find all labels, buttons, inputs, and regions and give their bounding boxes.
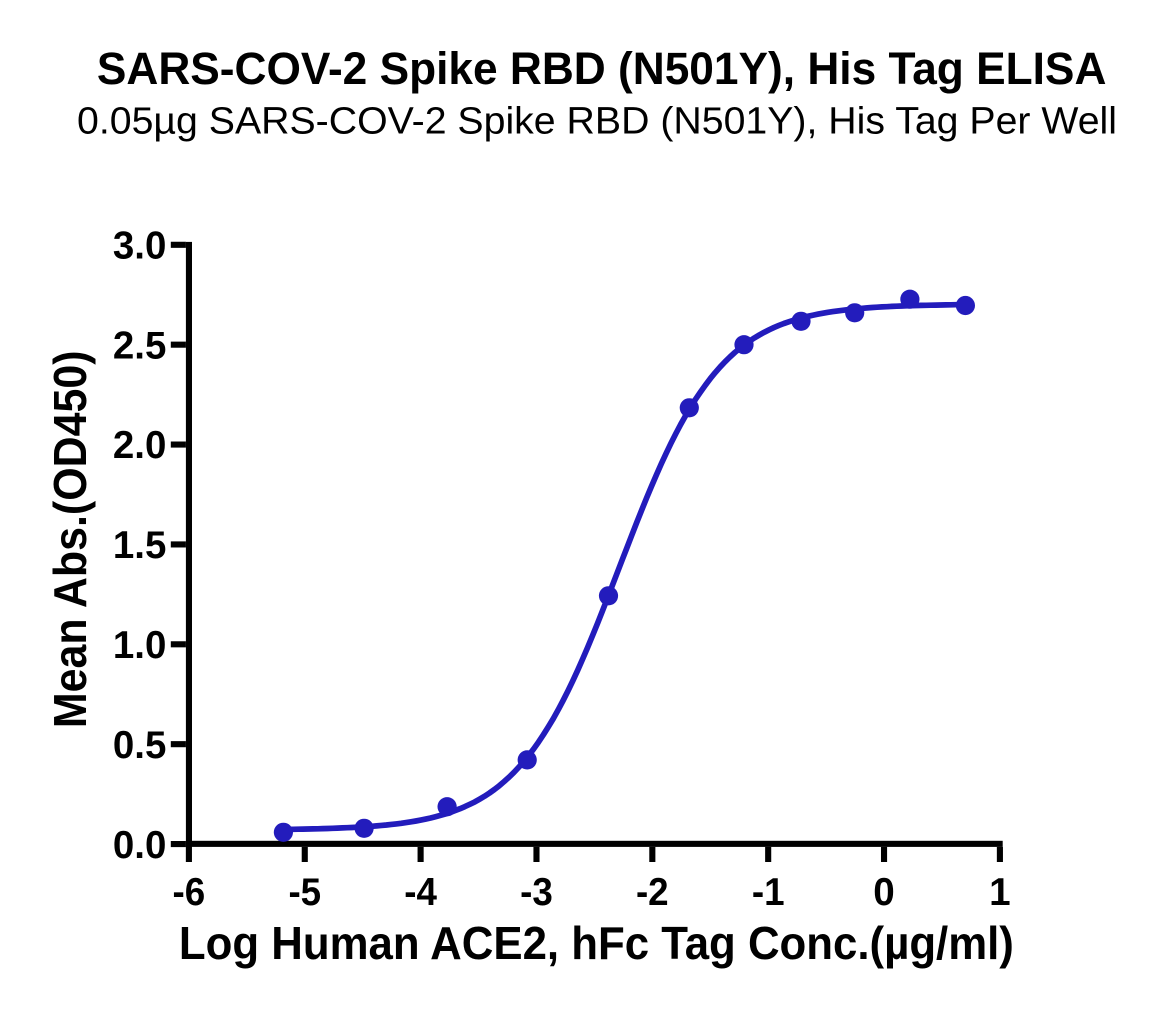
svg-text:-2: -2 xyxy=(636,870,669,914)
svg-text:-1: -1 xyxy=(752,870,785,914)
svg-text:1.5: 1.5 xyxy=(113,523,167,567)
svg-text:0: 0 xyxy=(873,870,895,914)
svg-text:2.0: 2.0 xyxy=(113,423,167,467)
svg-text:1.0: 1.0 xyxy=(113,623,167,667)
svg-text:-5: -5 xyxy=(288,870,321,914)
svg-text:SARS-COV-2 Spike RBD (N501Y),: SARS-COV-2 Spike RBD (N501Y), His Tag EL… xyxy=(97,43,1107,94)
svg-text:Log Human ACE2, hFc Tag Conc.(: Log Human ACE2, hFc Tag Conc.(µg/ml) xyxy=(179,917,1014,969)
svg-text:-4: -4 xyxy=(404,870,437,914)
svg-text:2.5: 2.5 xyxy=(113,323,167,367)
svg-text:Mean Abs.(OD450): Mean Abs.(OD450) xyxy=(44,351,96,729)
svg-text:0.5: 0.5 xyxy=(113,723,167,767)
svg-text:-3: -3 xyxy=(520,870,553,914)
svg-text:3.0: 3.0 xyxy=(113,224,167,268)
svg-text:0.05µg SARS-COV-2 Spike RBD (N: 0.05µg SARS-COV-2 Spike RBD (N501Y), His… xyxy=(77,99,1117,142)
svg-text:0.0: 0.0 xyxy=(113,823,167,867)
svg-text:1: 1 xyxy=(989,870,1011,914)
svg-text:-6: -6 xyxy=(173,870,206,914)
